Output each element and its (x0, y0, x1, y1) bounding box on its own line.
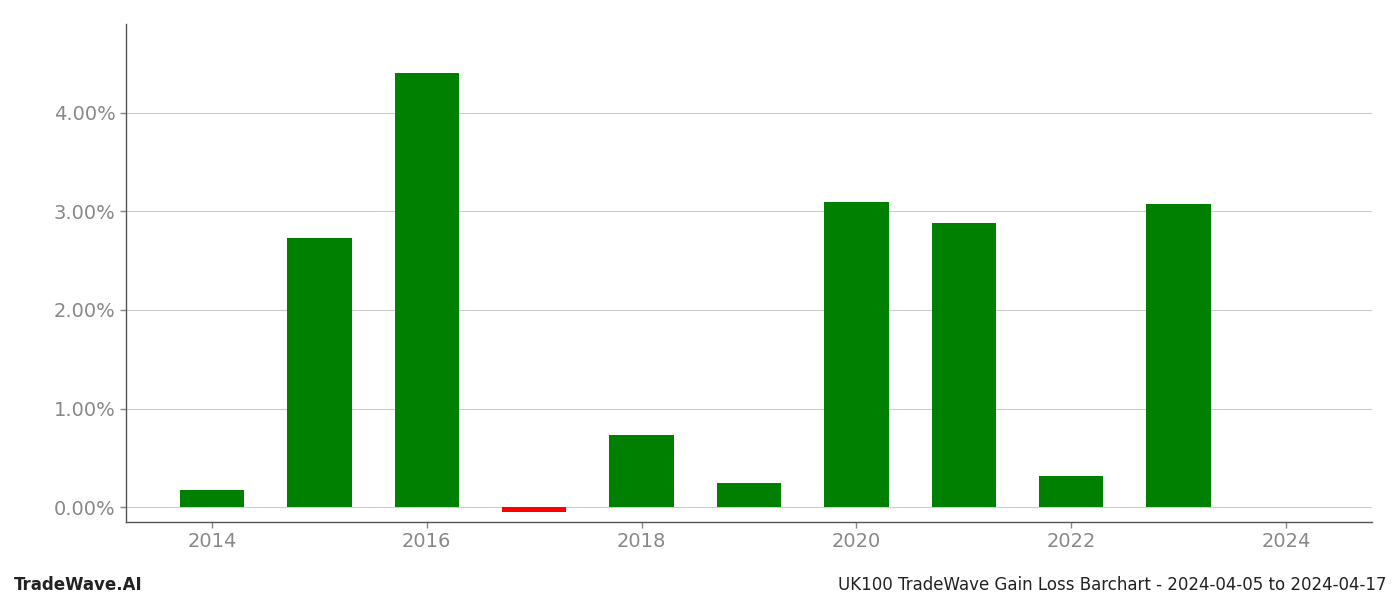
Bar (609, 435, 673, 507)
Text: UK100 TradeWave Gain Loss Barchart - 2024-04-05 to 2024-04-17: UK100 TradeWave Gain Loss Barchart - 202… (837, 576, 1386, 594)
Bar (1039, 476, 1103, 507)
Bar (395, 73, 459, 507)
Text: TradeWave.AI: TradeWave.AI (14, 576, 143, 594)
Bar (931, 223, 995, 507)
Bar (1147, 205, 1211, 507)
Bar (717, 482, 781, 507)
Bar (287, 238, 351, 507)
Bar (503, 507, 567, 512)
Bar (179, 490, 244, 507)
Bar (825, 202, 889, 507)
